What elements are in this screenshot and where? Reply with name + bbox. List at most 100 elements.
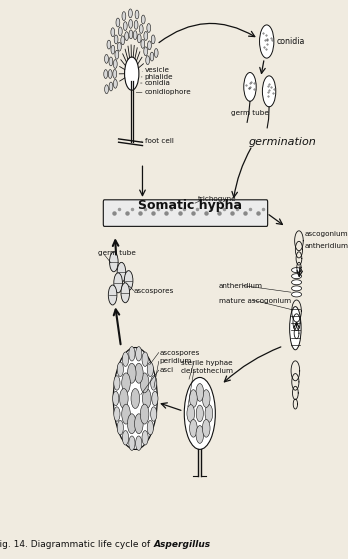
Circle shape <box>260 25 274 58</box>
Text: foot cell: foot cell <box>145 138 174 144</box>
Circle shape <box>139 25 143 34</box>
Circle shape <box>117 420 124 435</box>
Text: conidia: conidia <box>276 37 304 46</box>
Circle shape <box>184 377 215 449</box>
Circle shape <box>140 404 149 424</box>
Ellipse shape <box>292 286 302 291</box>
Circle shape <box>123 22 127 31</box>
Circle shape <box>133 31 137 40</box>
Circle shape <box>244 73 256 101</box>
Text: ascogonium: ascogonium <box>305 231 348 237</box>
Circle shape <box>187 405 195 422</box>
Circle shape <box>150 52 154 61</box>
Text: conidia: conidia <box>145 80 171 86</box>
Circle shape <box>196 383 204 401</box>
Text: germination: germination <box>249 138 317 147</box>
Text: antheridium: antheridium <box>305 243 348 249</box>
Circle shape <box>113 348 157 449</box>
Circle shape <box>121 283 129 303</box>
Circle shape <box>151 376 157 390</box>
Circle shape <box>108 285 117 305</box>
Text: peridium: peridium <box>159 358 192 364</box>
Circle shape <box>147 420 153 435</box>
Circle shape <box>152 391 158 406</box>
Circle shape <box>104 70 108 78</box>
Circle shape <box>113 69 117 78</box>
Circle shape <box>134 21 138 29</box>
Circle shape <box>146 56 150 65</box>
Text: Somatic hypha: Somatic hypha <box>138 200 242 212</box>
Circle shape <box>154 49 158 58</box>
Circle shape <box>142 352 148 366</box>
Circle shape <box>129 347 135 361</box>
Circle shape <box>140 373 149 393</box>
Circle shape <box>120 389 128 409</box>
Circle shape <box>107 40 111 49</box>
Circle shape <box>141 15 145 24</box>
Circle shape <box>105 85 109 94</box>
Text: germ tube: germ tube <box>97 250 135 256</box>
Circle shape <box>104 54 108 63</box>
Text: ascospores: ascospores <box>159 349 199 356</box>
Circle shape <box>108 69 112 78</box>
Circle shape <box>125 57 139 90</box>
Circle shape <box>129 20 133 29</box>
Text: antheridium: antheridium <box>219 283 263 289</box>
Circle shape <box>114 35 118 44</box>
Circle shape <box>136 347 142 361</box>
Circle shape <box>131 389 140 409</box>
Circle shape <box>117 362 124 377</box>
Circle shape <box>118 27 122 36</box>
FancyBboxPatch shape <box>103 200 268 226</box>
Circle shape <box>114 407 120 421</box>
Text: germ tube: germ tube <box>231 111 269 116</box>
Circle shape <box>205 405 213 422</box>
Circle shape <box>111 45 115 54</box>
Text: trichogyne: trichogyne <box>197 196 236 202</box>
Circle shape <box>109 57 113 66</box>
Circle shape <box>127 363 136 383</box>
Circle shape <box>190 390 197 408</box>
Ellipse shape <box>292 280 302 285</box>
Circle shape <box>142 430 148 445</box>
Circle shape <box>151 35 155 44</box>
Circle shape <box>136 436 142 451</box>
Circle shape <box>142 389 151 409</box>
Circle shape <box>128 9 132 18</box>
Ellipse shape <box>292 268 302 273</box>
Circle shape <box>114 376 120 390</box>
Ellipse shape <box>292 292 302 297</box>
Circle shape <box>135 10 139 19</box>
Circle shape <box>127 414 136 434</box>
Circle shape <box>196 405 203 421</box>
Circle shape <box>122 352 129 366</box>
Circle shape <box>129 30 133 39</box>
Circle shape <box>148 41 151 50</box>
Circle shape <box>190 419 197 437</box>
Circle shape <box>125 32 128 41</box>
Circle shape <box>118 42 121 51</box>
Circle shape <box>144 47 148 56</box>
Circle shape <box>203 419 210 437</box>
Circle shape <box>196 425 204 443</box>
Circle shape <box>129 436 135 451</box>
Circle shape <box>147 362 153 377</box>
Circle shape <box>262 76 276 107</box>
Text: mature ascogonium: mature ascogonium <box>219 297 291 304</box>
Circle shape <box>117 262 126 282</box>
Circle shape <box>111 28 115 37</box>
Circle shape <box>121 36 125 45</box>
Ellipse shape <box>292 274 302 279</box>
Text: cleistothecium: cleistothecium <box>181 368 234 374</box>
Text: Aspergillus: Aspergillus <box>153 539 210 548</box>
Text: ascospores: ascospores <box>134 287 174 293</box>
Circle shape <box>124 271 133 291</box>
Circle shape <box>137 34 141 43</box>
Circle shape <box>122 404 130 424</box>
Circle shape <box>113 391 119 406</box>
Circle shape <box>147 23 151 32</box>
Circle shape <box>122 373 130 393</box>
Circle shape <box>110 252 118 272</box>
Circle shape <box>203 390 210 408</box>
Text: conidiophore: conidiophore <box>145 89 192 96</box>
